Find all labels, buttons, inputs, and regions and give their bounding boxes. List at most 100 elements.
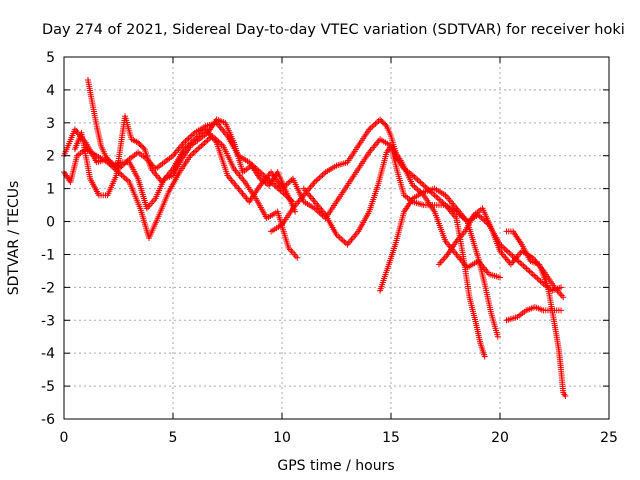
data-point	[190, 149, 197, 156]
y-tick-label: 2	[46, 149, 55, 165]
data-point	[532, 274, 539, 281]
y-tick-label: -4	[41, 346, 55, 362]
data-point	[537, 278, 544, 285]
data-point	[294, 254, 301, 261]
data-point	[199, 141, 206, 148]
data-point	[521, 264, 528, 271]
data-point	[377, 116, 384, 123]
series-track-5	[268, 116, 488, 360]
y-tick-label: -3	[41, 313, 55, 329]
data-point	[412, 175, 419, 182]
data-point	[560, 294, 567, 301]
y-tick-label: 5	[46, 50, 55, 66]
series-track-3	[84, 77, 299, 215]
x-tick-label: 20	[491, 430, 509, 446]
data-point	[316, 174, 323, 181]
data-point	[411, 173, 418, 180]
data-point	[381, 120, 388, 127]
data-point	[436, 196, 443, 203]
data-point	[439, 199, 446, 206]
x-tick-label: 15	[382, 430, 400, 446]
data-point	[139, 143, 146, 150]
data-point	[529, 271, 536, 278]
series-track-6	[300, 142, 501, 340]
data-point	[120, 173, 127, 180]
data-point	[416, 178, 423, 185]
data-point	[434, 195, 441, 202]
data-point	[558, 284, 565, 291]
data-point	[534, 275, 541, 282]
data-point	[188, 151, 195, 158]
data-point	[136, 140, 143, 147]
data-point	[431, 192, 438, 199]
data-point	[140, 144, 147, 151]
data-point	[412, 185, 419, 192]
data-point	[196, 144, 203, 151]
data-point	[504, 248, 511, 255]
y-tick-label: 4	[46, 83, 55, 99]
x-tick-label: 5	[169, 430, 178, 446]
data-point	[369, 123, 376, 130]
data-point	[517, 259, 524, 266]
y-tick-label: 0	[46, 215, 55, 231]
data-point	[372, 120, 379, 127]
x-tick-label: 10	[273, 430, 291, 446]
data-point	[336, 234, 343, 241]
data-point	[518, 261, 525, 268]
data-point	[203, 138, 210, 145]
data-point	[198, 142, 205, 149]
series-track-9	[503, 228, 569, 399]
y-axis-label: SDTVAR / TECUs	[6, 181, 22, 296]
data-point	[373, 119, 380, 126]
data-point	[528, 269, 535, 276]
data-point	[531, 272, 538, 279]
data-point	[314, 176, 321, 183]
data-point	[319, 172, 326, 179]
y-tick-label: 3	[46, 116, 55, 132]
data-point	[558, 307, 565, 314]
data-point	[367, 124, 374, 131]
y-tick-label: 1	[46, 182, 55, 198]
data-point	[341, 238, 348, 245]
data-point	[523, 265, 530, 272]
axis-ticks: 0 5 10 15 20 25 -6 -5 -4 -3 -2 -1 0 1 2 3 4 5	[41, 50, 618, 446]
x-tick-label: 25	[600, 430, 618, 446]
data-point	[506, 250, 513, 257]
x-tick-label: 0	[60, 430, 69, 446]
series-track-8	[435, 205, 567, 301]
y-tick-label: -1	[41, 247, 55, 263]
data-point	[520, 262, 527, 269]
series-track-2	[61, 132, 301, 261]
data-point	[379, 119, 386, 126]
series-track-10	[503, 304, 565, 324]
data-point	[121, 174, 128, 181]
data-point	[420, 182, 427, 189]
data-point	[313, 177, 320, 184]
y-tick-label: -6	[41, 412, 55, 428]
data-point	[419, 180, 426, 187]
chart-title: Day 274 of 2021, Sidereal Day-to-day VTE…	[42, 22, 625, 38]
data-point	[414, 176, 421, 183]
data-point	[195, 145, 202, 152]
data-point	[433, 193, 440, 200]
data-point	[192, 148, 199, 155]
data-point	[201, 140, 208, 147]
data-point	[137, 142, 144, 149]
data-point	[417, 179, 424, 186]
data-point	[494, 333, 501, 340]
y-tick-label: -5	[41, 379, 55, 395]
data-point	[317, 173, 324, 180]
data-point	[535, 276, 542, 283]
data-point	[135, 139, 142, 146]
data-point	[497, 274, 503, 281]
data-point	[378, 117, 385, 124]
data-point	[562, 392, 569, 399]
y-tick-label: -2	[41, 280, 55, 296]
data-point	[382, 121, 389, 128]
data-point	[193, 147, 200, 154]
x-axis-label: GPS time / hours	[277, 458, 394, 474]
data-point	[526, 268, 533, 275]
data-point	[338, 235, 345, 242]
grid-lines	[64, 57, 609, 419]
